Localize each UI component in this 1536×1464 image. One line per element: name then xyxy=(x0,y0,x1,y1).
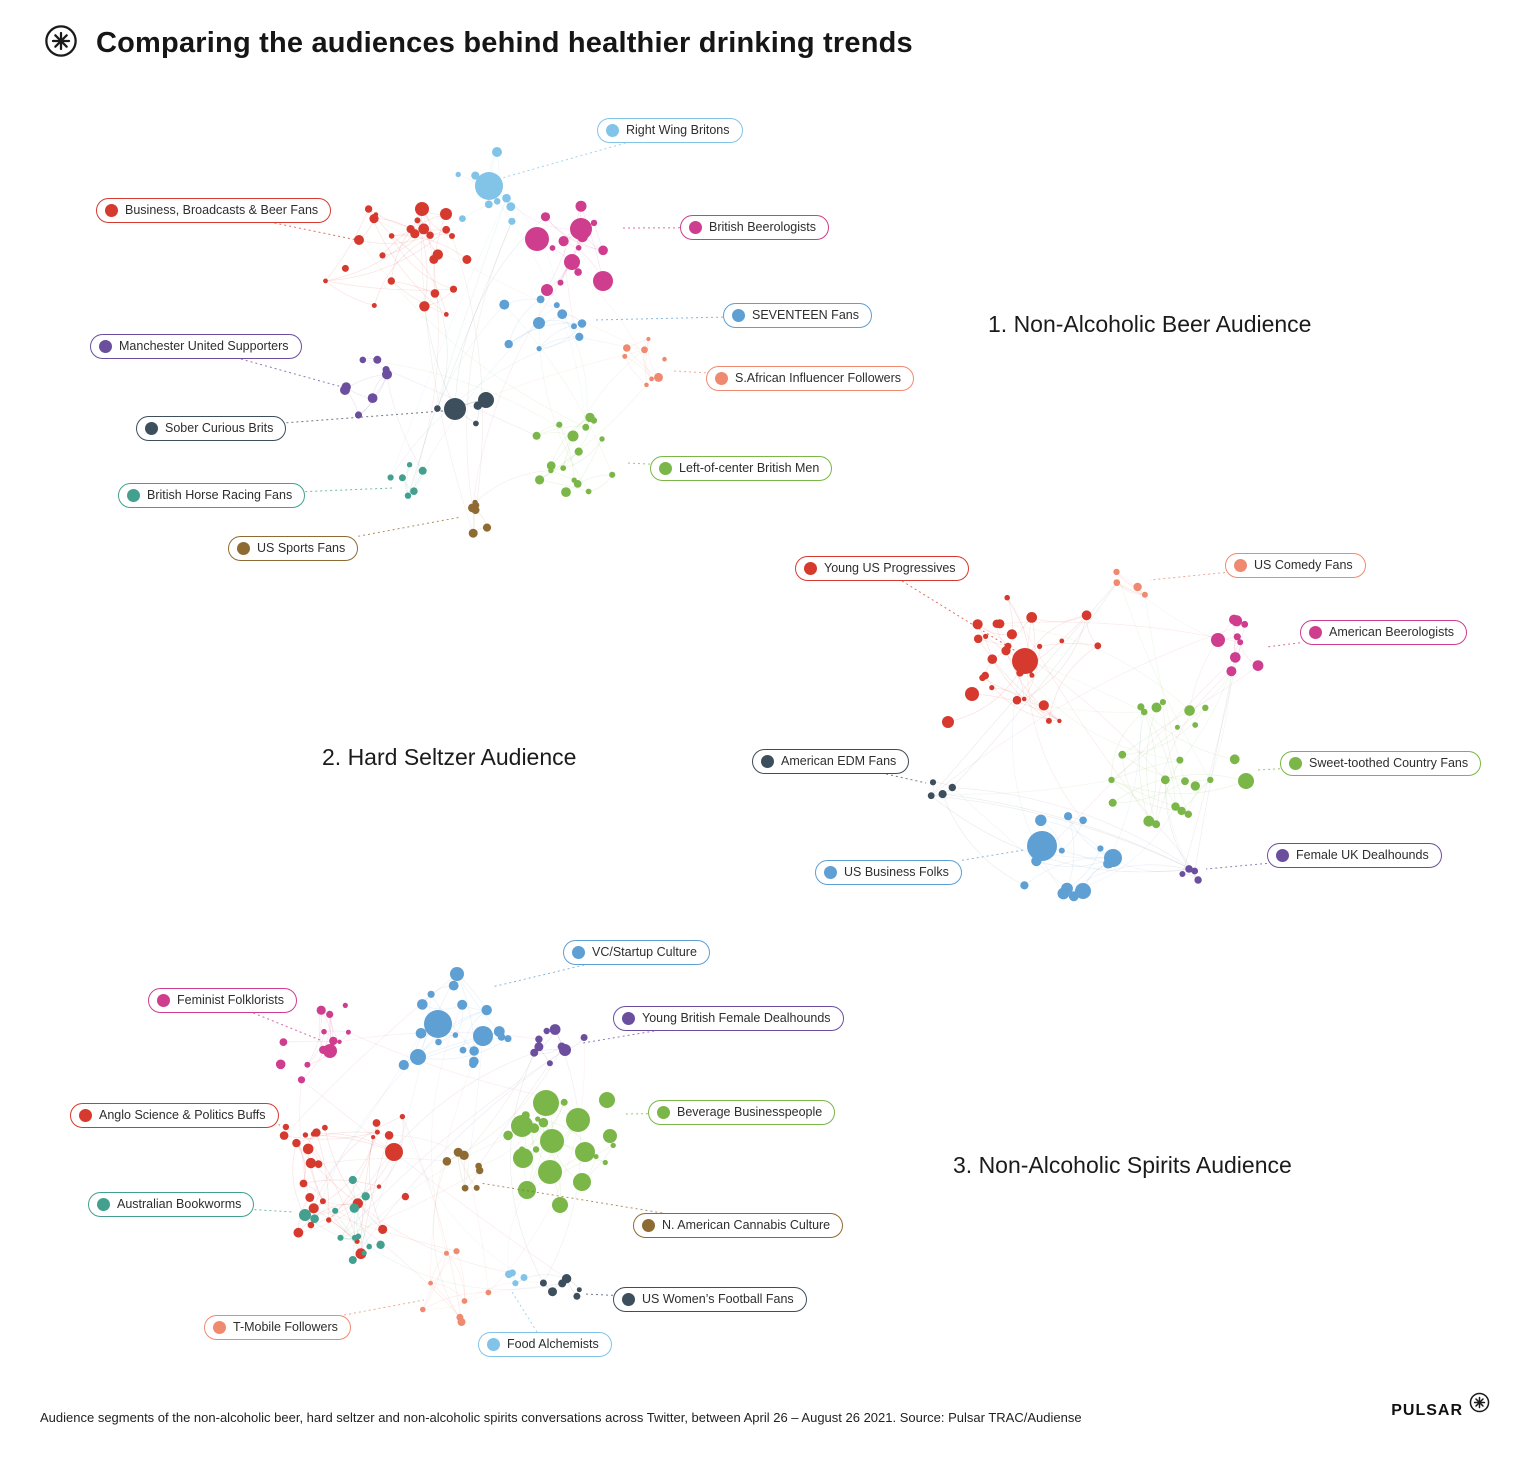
segment-label-text: S.African Influencer Followers xyxy=(735,371,902,386)
header: Comparing the audiences behind healthier… xyxy=(44,24,913,63)
segment-label-text: Beverage Businesspeople xyxy=(677,1105,823,1120)
segment-label-text: US Women’s Football Fans xyxy=(642,1292,794,1307)
segment-dot-icon xyxy=(1309,626,1322,639)
segment-dot-icon xyxy=(732,309,745,322)
segment-dot-icon xyxy=(487,1338,500,1351)
segment-label-vc-startup-culture: VC/Startup Culture xyxy=(563,940,710,965)
segment-dot-icon xyxy=(622,1293,635,1306)
segment-label-food-alchemists: Food Alchemists xyxy=(478,1332,612,1357)
segment-label-text: British Horse Racing Fans xyxy=(147,488,293,503)
segment-label-n-american-cannabis-culture: N. American Cannabis Culture xyxy=(633,1213,844,1238)
segment-dot-icon xyxy=(689,221,702,234)
segment-label-text: Australian Bookworms xyxy=(117,1197,242,1212)
page-title: Comparing the audiences behind healthier… xyxy=(96,27,913,59)
segment-label-text: Business, Broadcasts & Beer Fans xyxy=(125,203,319,218)
caption: Audience segments of the non-alcoholic b… xyxy=(40,1410,1082,1425)
segment-label-left-of-center-british-men: Left-of-center British Men xyxy=(650,456,833,481)
segment-label-sweet-toothed-country-fans: Sweet-toothed Country Fans xyxy=(1280,751,1482,776)
segment-label-feminist-folklorists: Feminist Folklorists xyxy=(148,988,297,1013)
segment-dot-icon xyxy=(572,946,585,959)
segment-label-text: US Business Folks xyxy=(844,865,949,880)
segment-dot-icon xyxy=(622,1012,635,1025)
segment-label-manchester-united-supporters: Manchester United Supporters xyxy=(90,334,302,359)
segment-dot-icon xyxy=(213,1321,226,1334)
segment-label-female-uk-dealhounds: Female UK Dealhounds xyxy=(1267,843,1442,868)
segment-label-text: N. American Cannabis Culture xyxy=(662,1218,831,1233)
segment-dot-icon xyxy=(97,1198,110,1211)
segment-dot-icon xyxy=(237,542,250,555)
brand: PULSAR xyxy=(1391,1392,1490,1424)
segment-dot-icon xyxy=(157,994,170,1007)
segment-dot-icon xyxy=(79,1109,92,1122)
segment-label-us-business-folks: US Business Folks xyxy=(815,860,962,885)
segment-label-us-sports-fans: US Sports Fans xyxy=(228,536,359,561)
segment-dot-icon xyxy=(606,124,619,137)
segment-label-s-african-influencer-followers: S.African Influencer Followers xyxy=(706,366,915,391)
segment-label-text: Sweet-toothed Country Fans xyxy=(1309,756,1469,771)
segment-label-text: American EDM Fans xyxy=(781,754,897,769)
segment-label-american-edm-fans: American EDM Fans xyxy=(752,749,910,774)
segment-dot-icon xyxy=(824,866,837,879)
segment-label-text: Sober Curious Brits xyxy=(165,421,274,436)
segment-dot-icon xyxy=(1276,849,1289,862)
segment-label-text: Young US Progressives xyxy=(824,561,956,576)
segment-label-text: T-Mobile Followers xyxy=(233,1320,338,1335)
segment-dot-icon xyxy=(1289,757,1302,770)
segment-dot-icon xyxy=(145,422,158,435)
pulsar-brand-icon xyxy=(1469,1392,1490,1418)
segment-dot-icon xyxy=(659,462,672,475)
segment-dot-icon xyxy=(642,1219,655,1232)
segment-label-text: British Beerologists xyxy=(709,220,816,235)
segment-label-text: Female UK Dealhounds xyxy=(1296,848,1429,863)
segment-label-text: Anglo Science & Politics Buffs xyxy=(99,1108,266,1123)
segment-label-young-british-female-dealhounds: Young British Female Dealhounds xyxy=(613,1006,844,1031)
segment-label-sober-curious-brits: Sober Curious Brits xyxy=(136,416,287,441)
segment-dot-icon xyxy=(657,1106,670,1119)
segment-label-t-mobile-followers: T-Mobile Followers xyxy=(204,1315,351,1340)
segment-label-young-us-progressives: Young US Progressives xyxy=(795,556,969,581)
segment-dot-icon xyxy=(761,755,774,768)
brand-name: PULSAR xyxy=(1391,1402,1463,1419)
segment-label-text: Manchester United Supporters xyxy=(119,339,289,354)
segment-label-text: Food Alchemists xyxy=(507,1337,599,1352)
segment-label-us-comedy-fans: US Comedy Fans xyxy=(1225,553,1366,578)
segment-label-text: US Comedy Fans xyxy=(1254,558,1353,573)
segment-dot-icon xyxy=(127,489,140,502)
segment-label-british-beerologists: British Beerologists xyxy=(680,215,829,240)
segment-label-right-wing-britons: Right Wing Britons xyxy=(597,118,743,143)
network-title-1: 1. Non-Alcoholic Beer Audience xyxy=(988,311,1312,337)
segment-label-australian-bookworms: Australian Bookworms xyxy=(88,1192,255,1217)
segment-dot-icon xyxy=(1234,559,1247,572)
segment-label-text: Young British Female Dealhounds xyxy=(642,1011,831,1026)
network-title-3: 3. Non-Alcoholic Spirits Audience xyxy=(953,1152,1292,1178)
segment-label-text: SEVENTEEN Fans xyxy=(752,308,859,323)
segment-label-seventeen-fans: SEVENTEEN Fans xyxy=(723,303,872,328)
segment-label-british-horse-racing-fans: British Horse Racing Fans xyxy=(118,483,306,508)
segment-dot-icon xyxy=(99,340,112,353)
network-title-2: 2. Hard Seltzer Audience xyxy=(322,744,577,770)
segment-dot-icon xyxy=(804,562,817,575)
segment-label-text: Feminist Folklorists xyxy=(177,993,284,1008)
segment-label-anglo-science-politics-buffs: Anglo Science & Politics Buffs xyxy=(70,1103,279,1128)
segment-label-text: Left-of-center British Men xyxy=(679,461,820,476)
segment-label-business-broadcasts-beer-fans: Business, Broadcasts & Beer Fans xyxy=(96,198,332,223)
segment-label-text: American Beerologists xyxy=(1329,625,1455,640)
segment-label-american-beerologists: American Beerologists xyxy=(1300,620,1468,645)
pulsar-logo-icon xyxy=(44,24,78,63)
segment-label-text: Right Wing Britons xyxy=(626,123,730,138)
segment-label-text: VC/Startup Culture xyxy=(592,945,697,960)
segment-label-text: US Sports Fans xyxy=(257,541,346,556)
segment-label-beverage-businesspeople: Beverage Businesspeople xyxy=(648,1100,836,1125)
segment-dot-icon xyxy=(105,204,118,217)
segment-label-us-women-s-football-fans: US Women’s Football Fans xyxy=(613,1287,807,1312)
segment-dot-icon xyxy=(715,372,728,385)
